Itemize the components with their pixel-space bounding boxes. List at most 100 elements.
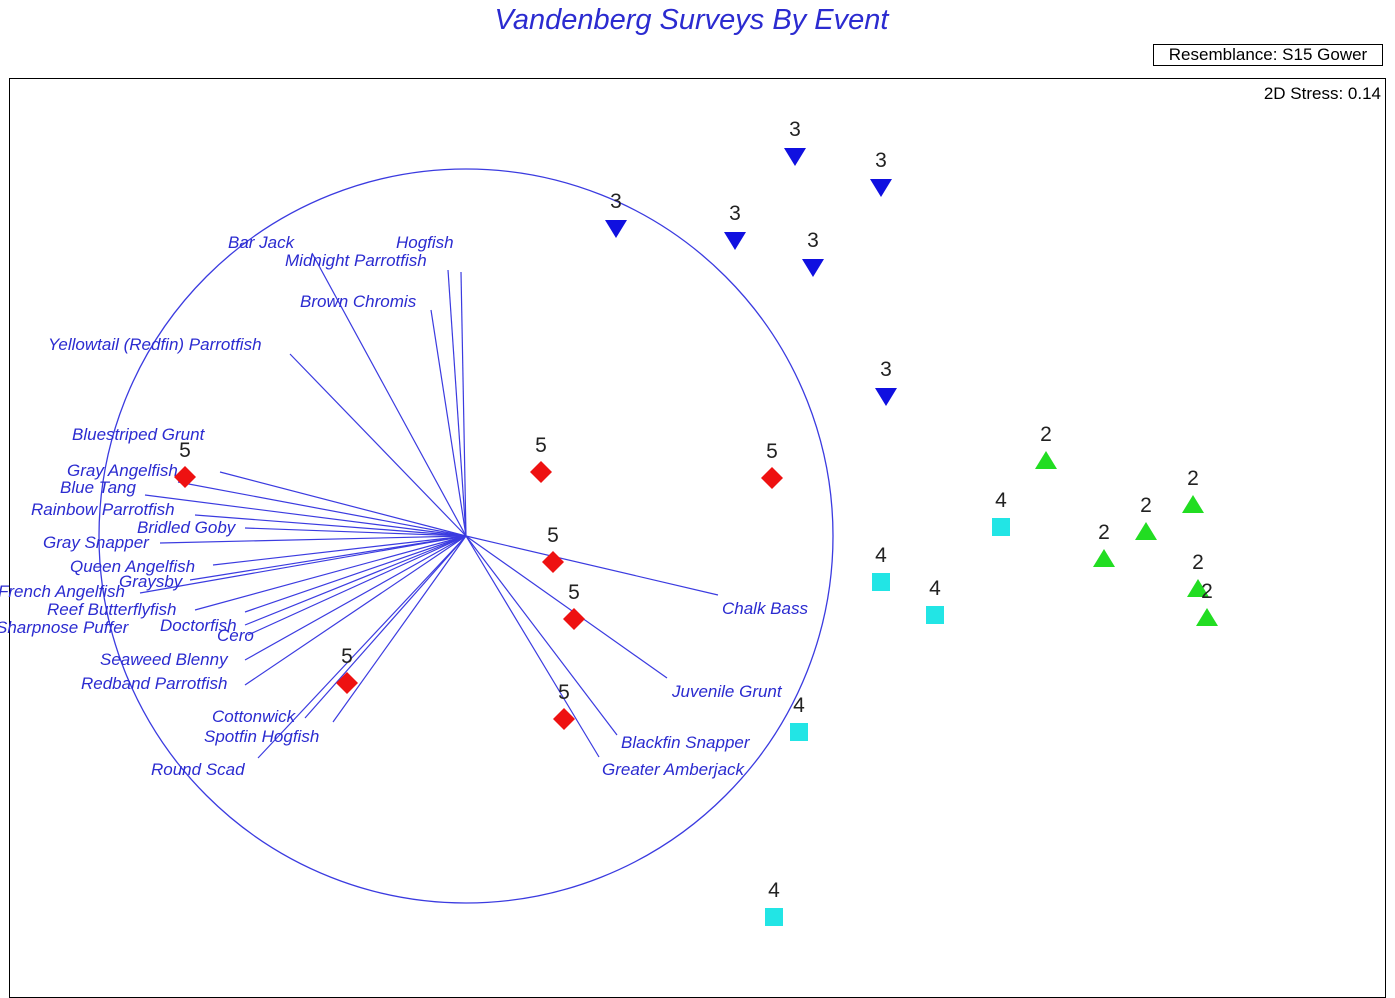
point-label: 2 <box>1040 423 1052 446</box>
vector-spotfin-hogfish <box>332 535 467 723</box>
vector-bluestriped-grunt <box>219 471 467 537</box>
vector-cero <box>247 535 467 636</box>
point-label: 3 <box>880 358 892 381</box>
point-label: 3 <box>729 202 741 225</box>
point-event-2 <box>1196 608 1218 626</box>
vector-greater-amberjack <box>465 535 600 758</box>
point-label: 5 <box>558 681 570 704</box>
point-event-2 <box>1187 579 1209 597</box>
vector-label-sharpnose-puffer: Sharpnose Puffer <box>0 618 130 637</box>
point-label: 4 <box>793 694 805 717</box>
vector-label-bridled-goby: Bridled Goby <box>137 518 237 537</box>
point-label: 2 <box>1192 551 1204 574</box>
vector-gray-angelfish <box>177 481 467 537</box>
vector-midnight-parrotfish <box>447 269 467 537</box>
stress-label: 2D Stress: 0.14 <box>1263 84 1381 103</box>
vector-hogfish <box>460 271 467 537</box>
point-event-2 <box>1093 549 1115 567</box>
point-event-5 <box>761 467 783 489</box>
vector-round-scad <box>257 535 467 759</box>
point-label: 3 <box>875 149 887 172</box>
point-event-2 <box>1035 451 1057 469</box>
point-event-5 <box>530 461 552 483</box>
vector-reef-butterflyfish <box>194 535 467 611</box>
vector-label-spotfin-hogfish: Spotfin Hogfish <box>204 727 319 746</box>
chart-title: Vandenberg Surveys By Event <box>494 4 889 36</box>
point-label: 2 <box>1140 494 1152 517</box>
point-event-3 <box>724 232 746 250</box>
point-event-3 <box>875 388 897 406</box>
point-event-4 <box>765 908 783 926</box>
vector-bar-jack <box>311 252 467 537</box>
vector-label-greater-amberjack: Greater Amberjack <box>602 760 746 779</box>
vector-label-midnight-parrotfish: Midnight Parrotfish <box>285 251 427 270</box>
vector-label-queen-angelfish: Queen Angelfish <box>70 557 195 576</box>
vector-redband-parrotfish <box>244 535 467 686</box>
point-label: 2 <box>1098 521 1110 544</box>
point-event-3 <box>605 220 627 238</box>
point-event-5 <box>174 466 196 488</box>
point-label: 3 <box>610 190 622 213</box>
vector-label-brown-chromis: Brown Chromis <box>300 292 417 311</box>
point-label: 5 <box>179 439 191 462</box>
vector-label-gray-snapper: Gray Snapper <box>43 533 150 552</box>
point-event-3 <box>870 179 892 197</box>
vector-bridled-goby <box>244 527 467 537</box>
point-label: 5 <box>766 440 778 463</box>
vector-yellowtail-redfin-parrotfish <box>289 353 467 537</box>
vector-cottonwick <box>304 535 467 719</box>
vector-label-bluestriped-grunt: Bluestriped Grunt <box>72 425 206 444</box>
vector-label-yellowtail-redfin-parrotfish: Yellowtail (Redfin) Parrotfish <box>48 335 262 354</box>
sample-points: 2 2 2 2 2 2 3 3 3 3 3 3 4 4 4 4 4 5 5 5 5 5 5 5 <box>174 118 1218 926</box>
vector-blackfin-snapper <box>465 535 618 736</box>
point-label: 4 <box>995 489 1007 512</box>
point-event-4 <box>992 518 1010 536</box>
vector-label-seaweed-blenny: Seaweed Blenny <box>100 650 229 669</box>
vector-graysby <box>189 535 467 581</box>
point-event-3 <box>802 259 824 277</box>
vector-label-cero: Cero <box>217 626 254 645</box>
vector-label-hogfish: Hogfish <box>396 233 454 252</box>
vector-label-redband-parrotfish: Redband Parrotfish <box>81 674 227 693</box>
vector-doctorfish <box>244 535 467 626</box>
vector-queen-angelfish <box>212 535 467 566</box>
resemblance-label: Resemblance: S15 Gower <box>1153 44 1383 66</box>
vector-rainbow-parrotfish <box>194 514 467 537</box>
point-label: 5 <box>341 645 353 668</box>
point-label: 3 <box>807 229 819 252</box>
vector-label-blackfin-snapper: Blackfin Snapper <box>621 733 751 752</box>
vector-label-rainbow-parrotfish: Rainbow Parrotfish <box>31 500 175 519</box>
vector-juvenile-grunt <box>465 535 668 679</box>
point-event-4 <box>790 723 808 741</box>
vector-label-french-angelfish: French Angelfish <box>0 582 125 601</box>
vector-seaweed-blenny <box>244 535 467 661</box>
vector-sharpnose-puffer <box>244 535 467 613</box>
vector-gray-snapper <box>159 535 467 544</box>
point-event-2 <box>1182 495 1204 513</box>
point-event-5 <box>553 708 575 730</box>
point-event-5 <box>563 608 585 630</box>
vector-label-bar-jack: Bar Jack <box>228 233 296 252</box>
vector-label-graysby: Graysby <box>119 572 184 591</box>
point-event-5 <box>542 551 564 573</box>
vector-label-blue-tang: Blue Tang <box>60 478 136 497</box>
vector-label-reef-butterflyfish: Reef Butterflyfish <box>47 600 176 619</box>
vector-label-gray-angelfish: Gray Angelfish <box>67 461 178 480</box>
vector-label-juvenile-grunt: Juvenile Grunt <box>671 682 783 701</box>
vector-brown-chromis <box>430 309 467 537</box>
point-event-3 <box>784 148 806 166</box>
point-label: 5 <box>568 581 580 604</box>
point-event-2 <box>1135 522 1157 540</box>
point-label: 5 <box>535 434 547 457</box>
point-label: 3 <box>789 118 801 141</box>
vector-label-cottonwick: Cottonwick <box>212 707 297 726</box>
vector-french-angelfish <box>139 535 467 594</box>
vector-chalk-bass <box>465 535 719 596</box>
point-event-4 <box>926 606 944 624</box>
point-label: 4 <box>768 879 780 902</box>
vector-lines <box>139 252 719 759</box>
point-label: 5 <box>547 524 559 547</box>
vector-label-doctorfish: Doctorfish <box>160 616 237 635</box>
